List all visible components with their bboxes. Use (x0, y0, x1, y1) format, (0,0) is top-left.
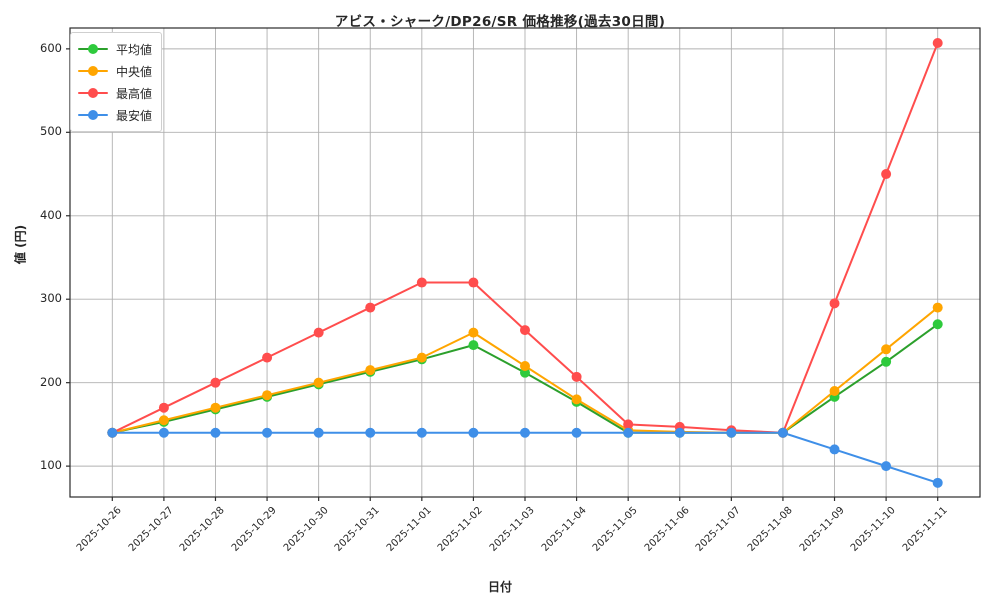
chart-title: アビス・シャーク/DP26/SR 価格推移(過去30日間) (334, 14, 666, 30)
data-point (881, 169, 892, 180)
data-point (262, 352, 273, 363)
axis-ticks (66, 48, 939, 501)
data-point (571, 427, 582, 438)
data-point (158, 427, 169, 438)
data-point (468, 340, 479, 351)
legend-label: 中央値 (116, 64, 153, 79)
data-point (210, 402, 221, 413)
data-point (262, 390, 273, 401)
data-point (210, 427, 221, 438)
legend-item-1[interactable]: 平均値 (78, 38, 152, 60)
data-point (468, 327, 479, 338)
legend-item-4[interactable]: 最安値 (78, 104, 152, 126)
data-point (107, 427, 118, 438)
data-point (881, 344, 892, 355)
data-point (674, 427, 685, 438)
legend-item-3[interactable]: 最高値 (78, 82, 152, 104)
legend-item-2[interactable]: 中央値 (78, 60, 152, 82)
series-4 (107, 427, 943, 488)
data-point (932, 38, 943, 49)
data-point (623, 427, 634, 438)
data-point (932, 302, 943, 313)
legend-marker-icon (78, 65, 108, 77)
data-point (416, 277, 427, 288)
data-point (520, 427, 530, 438)
data-point (313, 427, 324, 438)
data-point (829, 444, 840, 455)
data-point (726, 427, 737, 438)
data-point (468, 277, 479, 288)
data-point (520, 360, 530, 371)
y-tick-label: 100 (40, 458, 62, 473)
chart-legend: 平均値中央値最高値最安値 (70, 32, 163, 132)
data-point (210, 377, 221, 388)
data-point (829, 298, 840, 309)
legend-label: 平均値 (116, 42, 153, 57)
legend-label: 最高値 (116, 86, 153, 101)
plot-frame (69, 27, 981, 498)
gridlines (70, 28, 980, 497)
data-point (468, 427, 479, 438)
legend-marker-icon (78, 43, 108, 55)
x-axis-label: 日付 (487, 580, 512, 594)
data-point (881, 461, 892, 472)
data-point (932, 319, 943, 330)
data-point (158, 402, 169, 413)
data-point (158, 415, 169, 426)
data-point (520, 325, 530, 336)
data-point (416, 352, 427, 363)
data-point (313, 377, 324, 388)
y-tick-label: 600 (40, 40, 62, 55)
data-point (313, 327, 324, 338)
legend-label: 最安値 (116, 108, 153, 123)
legend-marker-icon (78, 87, 108, 99)
y-tick-label: 300 (40, 291, 62, 306)
legend-marker-icon (78, 109, 108, 121)
y-tick-label: 400 (40, 207, 62, 222)
data-point (416, 427, 427, 438)
series-lines (107, 38, 943, 488)
y-tick-label: 500 (40, 124, 62, 139)
data-point (623, 419, 634, 430)
data-point (829, 386, 840, 397)
data-point (571, 394, 582, 405)
y-tick-label: 200 (40, 374, 62, 389)
data-point (777, 427, 788, 438)
data-point (262, 427, 273, 438)
data-point (365, 365, 376, 376)
data-point (881, 356, 892, 367)
data-point (365, 427, 376, 438)
data-point (571, 371, 582, 382)
data-point (932, 477, 943, 488)
data-point (365, 302, 376, 313)
